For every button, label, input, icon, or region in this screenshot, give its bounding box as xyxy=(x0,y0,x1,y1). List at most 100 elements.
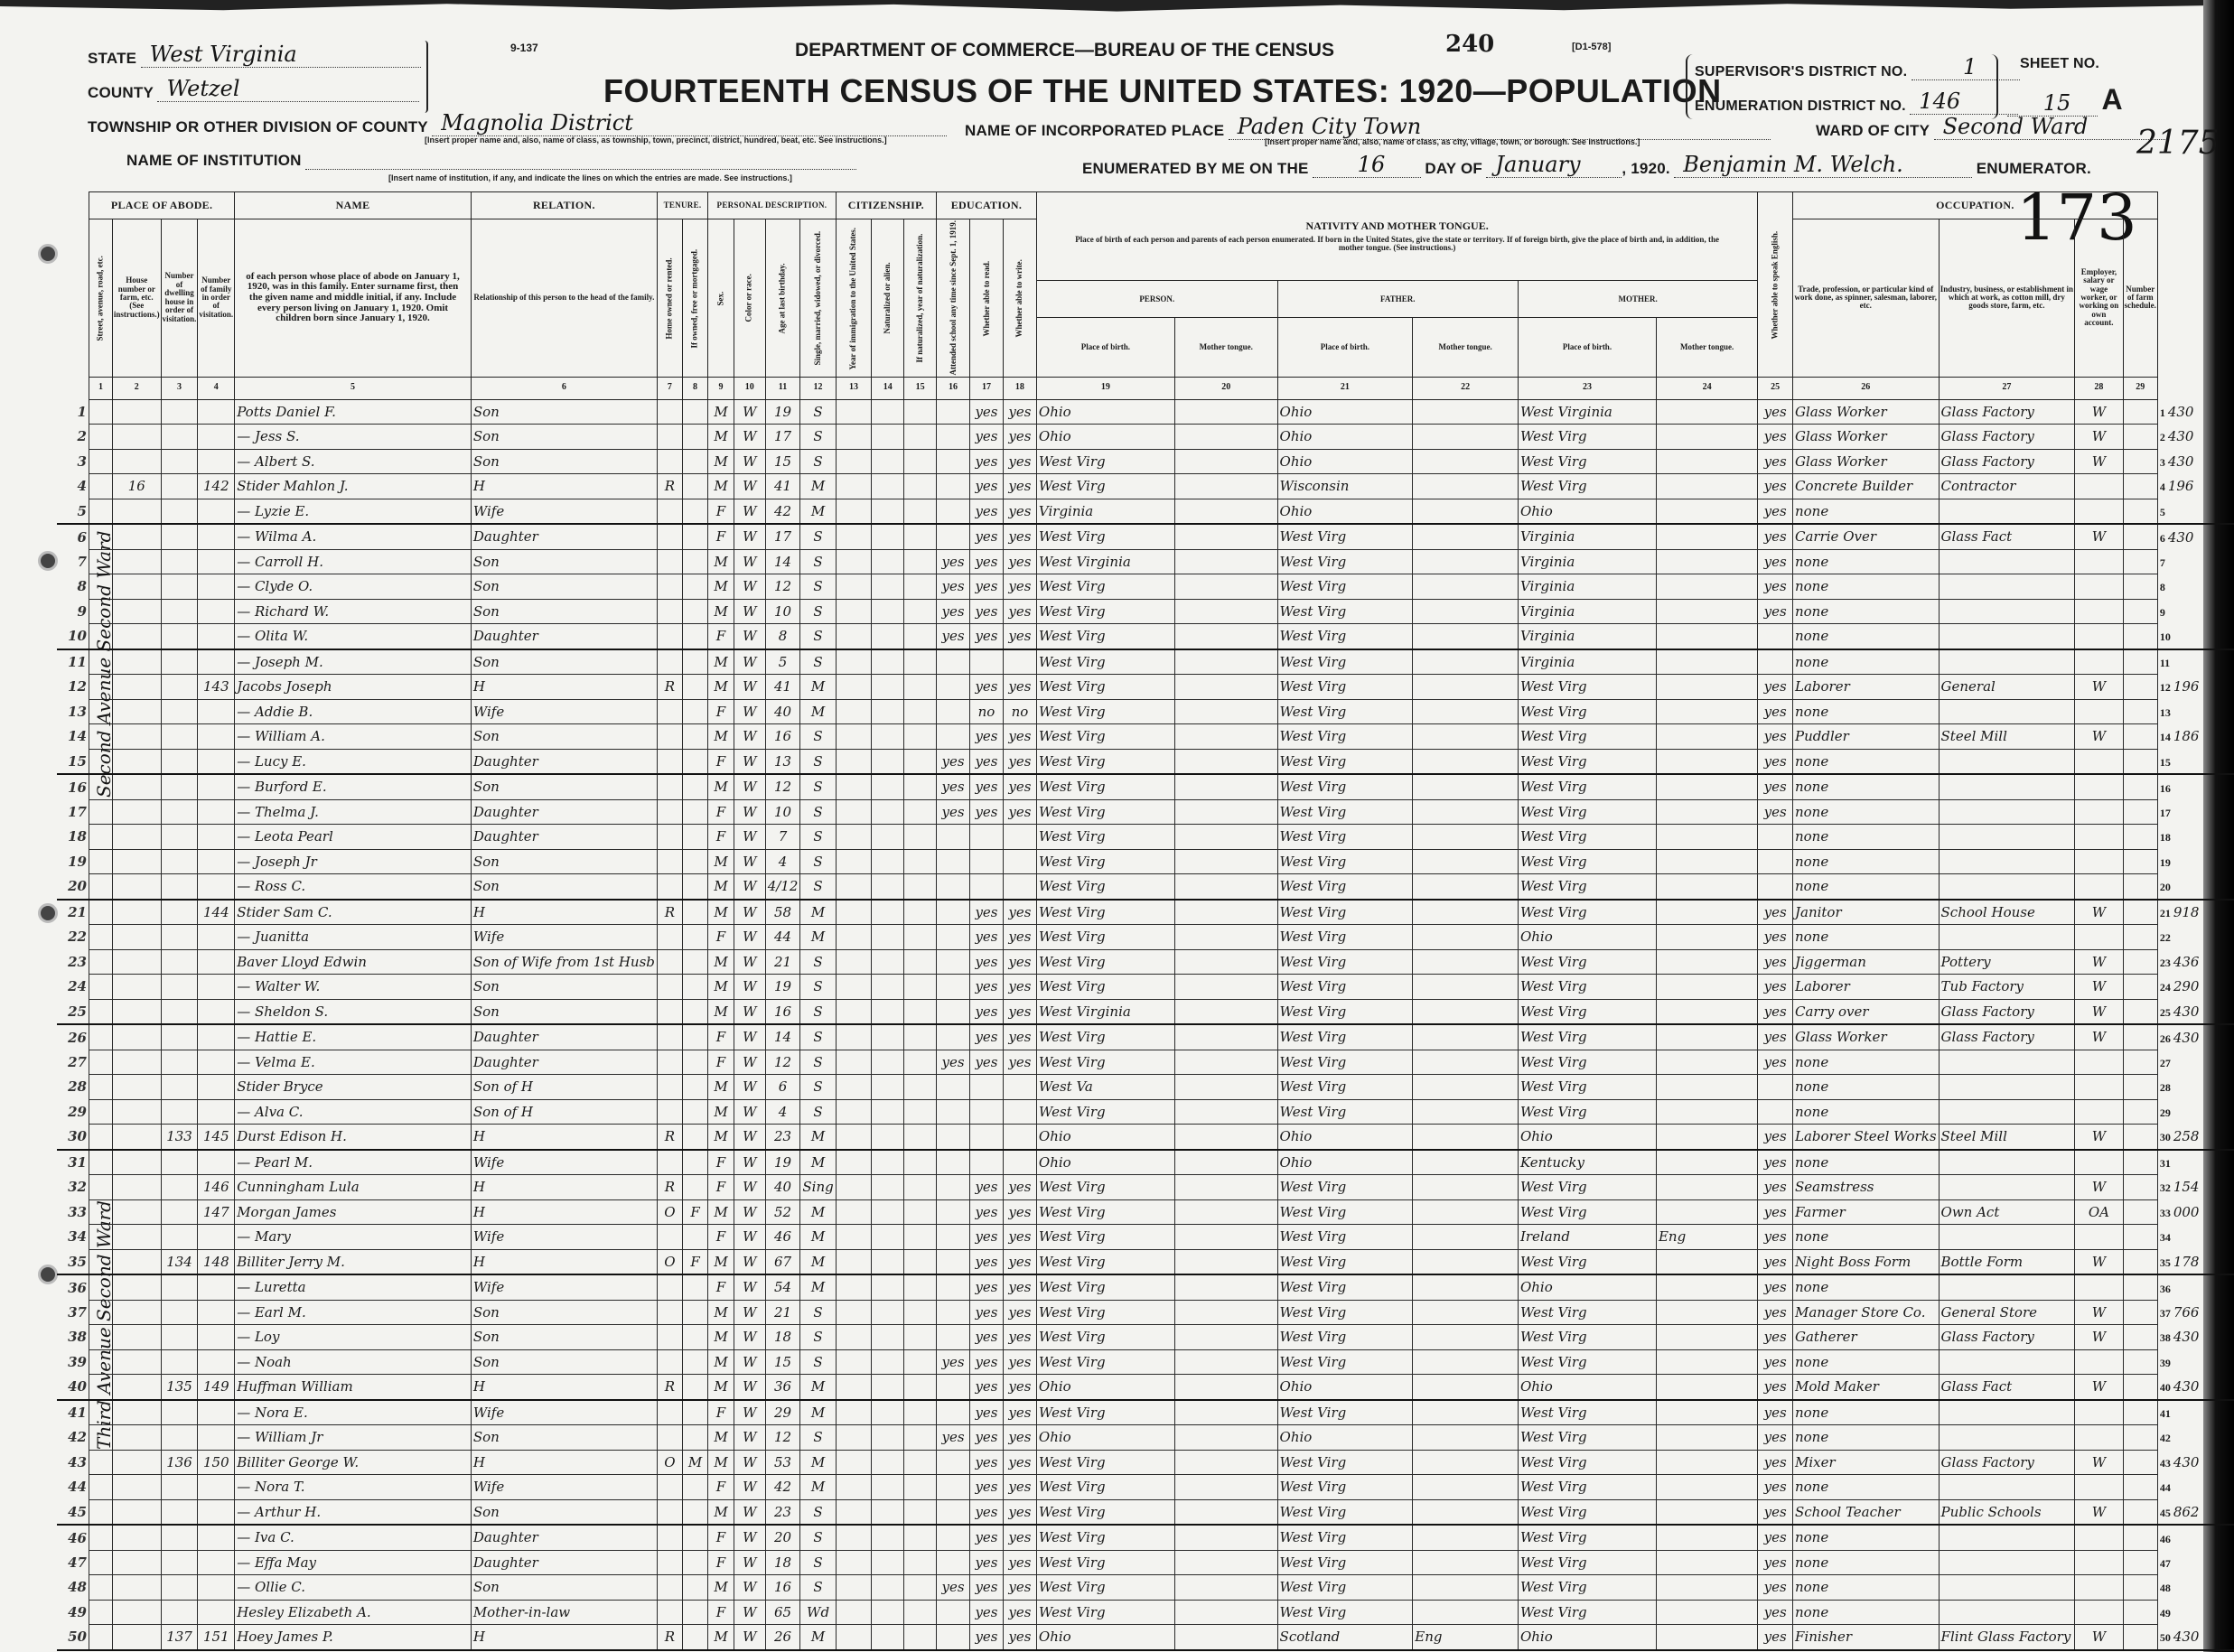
cell-col-14 xyxy=(871,1449,905,1475)
cell-col-1 xyxy=(88,1199,113,1225)
cell-col-13 xyxy=(835,723,873,750)
cell-col-20 xyxy=(1173,1498,1278,1526)
cell-col-17: yes xyxy=(969,1449,1004,1475)
cell-col-29 xyxy=(2122,424,2158,450)
cell-col-12: M xyxy=(799,924,837,950)
cell-col-3 xyxy=(160,649,199,675)
line-number: 12 xyxy=(68,678,87,695)
cell-col-24 xyxy=(1655,998,1759,1025)
cell-col-10: W xyxy=(733,473,766,499)
cell-col-17: yes xyxy=(969,623,1004,650)
col-number-8: 8 xyxy=(681,376,709,400)
cell-col-5: — Earl M. xyxy=(234,1299,472,1325)
cell-col-10: W xyxy=(733,1449,766,1475)
cell-col-27 xyxy=(1938,1074,2076,1100)
cell-col-22 xyxy=(1412,1299,1519,1325)
institution-label: Name of institution xyxy=(126,152,302,169)
col-number-23: 23 xyxy=(1517,376,1657,400)
cell-col-23: West Virg xyxy=(1517,1524,1657,1551)
cell-col-22 xyxy=(1412,1498,1519,1526)
cell-col-15 xyxy=(903,1199,938,1225)
cell-col-10: W xyxy=(733,1248,766,1275)
line-number: 46 xyxy=(68,1529,87,1546)
person-place-of-birth: Place of birth. xyxy=(1035,317,1175,378)
occupation-code: 000 xyxy=(2173,1203,2200,1220)
cell-col-18: yes xyxy=(1002,1374,1037,1401)
cell-col-13 xyxy=(835,1399,873,1425)
cell-col-20 xyxy=(1173,1349,1278,1375)
cell-col-20 xyxy=(1173,1599,1278,1625)
cell-col-22 xyxy=(1412,1399,1519,1425)
cell-col-2 xyxy=(111,1023,162,1050)
cell-col-13 xyxy=(835,1248,873,1275)
cell-col-18: yes xyxy=(1002,473,1037,499)
cell-col-2 xyxy=(111,424,162,450)
col-head-27: Industry, business, or establishment in … xyxy=(1938,219,2076,378)
sheet-number: 15 xyxy=(2007,90,2098,117)
cell-col-9: M xyxy=(707,899,734,925)
cell-col-8 xyxy=(681,1149,709,1175)
cell-col-20 xyxy=(1173,824,1278,850)
cell-col-1 xyxy=(88,1574,113,1601)
cell-col-17: yes xyxy=(969,1049,1004,1075)
cell-col-13 xyxy=(835,1074,873,1100)
cell-col-23: West Virg xyxy=(1517,1299,1657,1325)
cell-col-4 xyxy=(197,548,236,574)
cell-col-15 xyxy=(903,1074,938,1100)
line-number-right: 18 xyxy=(2159,831,2171,845)
cell-col-1 xyxy=(88,773,113,800)
line-number-right: 40 xyxy=(2159,1381,2171,1394)
nativity-father: FATHER. xyxy=(1276,280,1519,319)
cell-col-12: M xyxy=(799,674,837,700)
cell-col-27: Glass Fact xyxy=(1938,1374,2076,1401)
cell-col-13 xyxy=(835,1424,873,1451)
occupation-code: 154 xyxy=(2173,1179,2200,1196)
cell-col-27 xyxy=(1938,824,2076,850)
cell-col-29 xyxy=(2122,998,2158,1025)
cell-col-19: West Va xyxy=(1035,1074,1175,1100)
cell-col-21: West Virg xyxy=(1276,623,1414,650)
father-place-of-birth: Place of birth. xyxy=(1276,317,1414,378)
col-number-7: 7 xyxy=(656,376,683,400)
cell-col-6: Son xyxy=(470,548,658,574)
supervisor-value: 1 xyxy=(1911,54,2020,80)
cell-col-9: M xyxy=(707,1349,734,1375)
cell-col-27 xyxy=(1938,1224,2076,1250)
cell-col-1 xyxy=(88,1624,113,1651)
cell-col-15 xyxy=(903,748,938,775)
line-number: 2 xyxy=(77,428,87,445)
line-number-right: 48 xyxy=(2159,1582,2171,1595)
cell-col-2 xyxy=(111,1174,162,1200)
cell-col-10: W xyxy=(733,773,766,800)
cell-col-26: none xyxy=(1791,1424,1940,1451)
cell-col-11: 21 xyxy=(764,948,801,975)
cell-col-11: 8 xyxy=(764,623,801,650)
punch-hole xyxy=(38,1265,58,1284)
cell-col-6: Mother-in-law xyxy=(470,1599,658,1625)
cell-col-20 xyxy=(1173,899,1278,925)
cell-col-15 xyxy=(903,1299,938,1325)
cell-col-27 xyxy=(1938,924,2076,950)
cell-col-18 xyxy=(1002,824,1037,850)
right-margin: 50 430 xyxy=(2157,1624,2234,1651)
right-margin: 17 xyxy=(2157,799,2234,825)
occupation-code: 430 xyxy=(2173,1029,2200,1046)
cell-col-19: West Virg xyxy=(1035,1049,1175,1075)
cell-col-19: West Virg xyxy=(1035,1524,1175,1551)
cell-col-28 xyxy=(2074,698,2124,724)
cell-col-7 xyxy=(656,1299,683,1325)
col-number-17: 17 xyxy=(969,376,1004,400)
cell-col-1 xyxy=(88,623,113,650)
cell-col-29 xyxy=(2122,773,2158,800)
cell-col-29 xyxy=(2122,1524,2158,1551)
cell-col-29 xyxy=(2122,498,2158,525)
cell-col-9: M xyxy=(707,848,734,874)
cell-col-11: 41 xyxy=(764,674,801,700)
cell-col-29 xyxy=(2122,899,2158,925)
cell-col-24 xyxy=(1655,473,1759,499)
cell-col-11: 12 xyxy=(764,1049,801,1075)
